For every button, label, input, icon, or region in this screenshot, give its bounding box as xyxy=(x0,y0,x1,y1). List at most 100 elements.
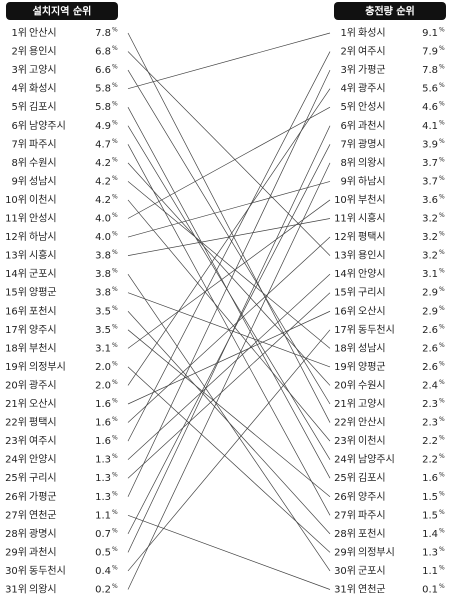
value: 0.4 xyxy=(95,566,111,577)
region-name: 화성시 xyxy=(29,83,57,95)
rank: 31위 xyxy=(5,583,27,596)
right-header-box xyxy=(334,2,446,20)
region-name: 오산시 xyxy=(29,398,57,410)
region-name: 성남시 xyxy=(29,175,57,187)
region-name: 하남시 xyxy=(358,174,386,187)
unit: % xyxy=(112,268,118,275)
region-name: 의정부시 xyxy=(358,546,395,558)
value: 7.9 xyxy=(422,47,438,58)
unit: % xyxy=(112,212,118,219)
value: 1.6 xyxy=(95,418,111,429)
region-name: 파주시 xyxy=(358,509,386,521)
unit: % xyxy=(439,268,445,275)
unit: % xyxy=(112,546,118,553)
value: 1.6 xyxy=(95,399,111,410)
value: 4.2 xyxy=(95,195,111,206)
value: 1.1 xyxy=(95,510,111,521)
value: 2.2 xyxy=(422,455,438,466)
rank: 19위 xyxy=(334,360,356,373)
value: 2.2 xyxy=(422,436,438,447)
connector xyxy=(127,329,331,572)
value: 5.8 xyxy=(95,84,111,95)
connector xyxy=(127,329,331,498)
region-name: 연천군 xyxy=(358,584,386,596)
unit: % xyxy=(112,193,118,200)
rank: 27위 xyxy=(334,508,356,521)
rank: 18위 xyxy=(5,341,27,354)
region-name: 용인시 xyxy=(358,250,386,262)
value: 4.1 xyxy=(422,121,438,132)
unit: % xyxy=(439,64,445,71)
unit: % xyxy=(112,101,118,108)
region-name: 시흥시 xyxy=(29,249,57,262)
value: 1.3 xyxy=(422,547,438,558)
value: 3.5 xyxy=(95,325,111,336)
region-name: 포천시 xyxy=(29,305,57,317)
rank: 31위 xyxy=(334,583,356,596)
value: 2.6 xyxy=(422,325,438,336)
region-name: 포천시 xyxy=(358,528,386,540)
rank: 30위 xyxy=(334,564,356,577)
unit: % xyxy=(439,82,445,89)
rank: 20위 xyxy=(5,378,27,391)
rank: 8위 xyxy=(11,156,27,169)
region-name: 남양주시 xyxy=(358,454,395,466)
region-name: 안성시 xyxy=(358,101,386,113)
value: 4.2 xyxy=(95,176,111,187)
value: 2.9 xyxy=(422,288,438,299)
value: 1.3 xyxy=(95,492,111,503)
value: 6.6 xyxy=(95,65,111,76)
unit: % xyxy=(112,379,118,386)
right-header: 충전량 순위 xyxy=(365,5,414,18)
value: 9.1 xyxy=(422,28,438,39)
region-name: 과천시 xyxy=(29,546,57,558)
rank: 17위 xyxy=(334,323,356,336)
rank: 15위 xyxy=(5,286,27,299)
connector xyxy=(127,514,331,590)
value: 2.9 xyxy=(422,306,438,317)
rank: 2위 xyxy=(340,45,356,58)
value: 4.6 xyxy=(422,102,438,113)
rank: 9위 xyxy=(11,174,27,187)
value: 0.2 xyxy=(95,585,111,596)
connector xyxy=(127,88,331,386)
value: 1.1 xyxy=(422,566,438,577)
value: 2.6 xyxy=(422,362,438,373)
region-name: 파주시 xyxy=(29,138,57,150)
region-name: 오산시 xyxy=(358,305,386,317)
region-name: 고양시 xyxy=(358,398,386,410)
region-name: 성남시 xyxy=(358,342,386,354)
unit: % xyxy=(439,119,445,126)
rank: 3위 xyxy=(11,63,27,76)
region-name: 양주시 xyxy=(358,491,386,503)
value: 4.9 xyxy=(95,121,111,132)
unit: % xyxy=(439,231,445,238)
value: 3.7 xyxy=(422,158,438,169)
unit: % xyxy=(439,583,445,590)
value: 4.0 xyxy=(95,232,111,243)
rank: 15위 xyxy=(334,286,356,299)
unit: % xyxy=(112,583,118,590)
region-name: 남양주시 xyxy=(29,120,66,132)
rank: 30위 xyxy=(5,564,27,577)
unit: % xyxy=(439,138,445,145)
unit: % xyxy=(112,305,118,312)
region-name: 구리시 xyxy=(358,287,386,299)
unit: % xyxy=(112,398,118,405)
value: 1.5 xyxy=(422,510,438,521)
region-name: 안양시 xyxy=(358,268,386,280)
unit: % xyxy=(112,82,118,89)
unit: % xyxy=(439,101,445,108)
connector xyxy=(127,69,331,497)
unit: % xyxy=(112,416,118,423)
unit: % xyxy=(112,27,118,34)
value: 3.9 xyxy=(422,139,438,150)
value: 1.6 xyxy=(422,473,438,484)
region-name: 부천시 xyxy=(29,342,57,354)
value: 1.3 xyxy=(95,455,111,466)
rank: 28위 xyxy=(5,527,27,540)
rank: 20위 xyxy=(334,378,356,391)
connector xyxy=(127,310,331,405)
rank: 3위 xyxy=(340,63,356,76)
rank: 16위 xyxy=(5,304,27,317)
